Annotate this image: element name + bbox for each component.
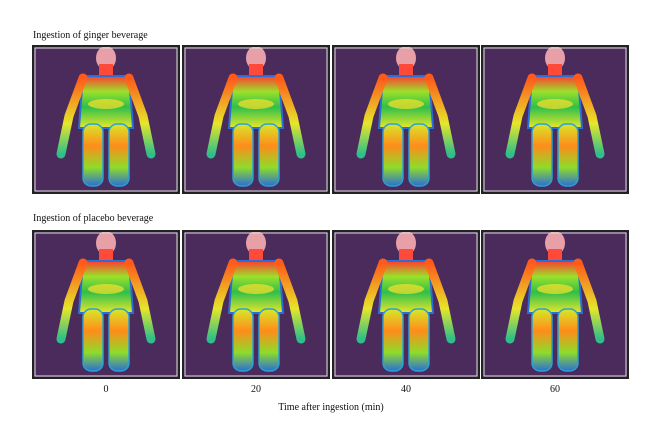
thermal-image	[333, 46, 479, 193]
image-frame	[32, 45, 180, 194]
image-frame-inner	[483, 47, 627, 192]
image-frame-inner	[334, 47, 478, 192]
image-frame-inner	[184, 47, 328, 192]
image-frame-inner	[34, 232, 178, 377]
panels: 0 20 40 60	[32, 45, 629, 395]
time-label: 0	[104, 384, 109, 395]
row-title: Ingestion of placebo beverage	[33, 213, 154, 224]
image-frame	[332, 230, 480, 379]
thermal-image	[482, 231, 628, 378]
time-label: 40	[401, 384, 411, 395]
row-title: Ingestion of ginger beverage	[33, 30, 148, 41]
time-label: 60	[550, 384, 560, 395]
image-frame	[32, 230, 180, 379]
image-frame	[182, 230, 330, 379]
image-frame-inner	[34, 47, 178, 192]
image-frame-inner	[184, 232, 328, 377]
thermal-image	[33, 231, 179, 378]
thermal-image	[183, 231, 329, 378]
thermal-image	[333, 231, 479, 378]
image-frame	[481, 45, 629, 194]
image-frame-inner	[334, 232, 478, 377]
image-frame-inner	[483, 232, 627, 377]
image-frame	[481, 230, 629, 379]
image-frame	[182, 45, 330, 194]
thermal-image	[33, 46, 179, 193]
image-frame	[332, 45, 480, 194]
thermal-image	[482, 46, 628, 193]
time-label: 20	[251, 384, 261, 395]
axis-label: Time after ingestion (min)	[278, 402, 383, 413]
thermal-image	[183, 46, 329, 193]
